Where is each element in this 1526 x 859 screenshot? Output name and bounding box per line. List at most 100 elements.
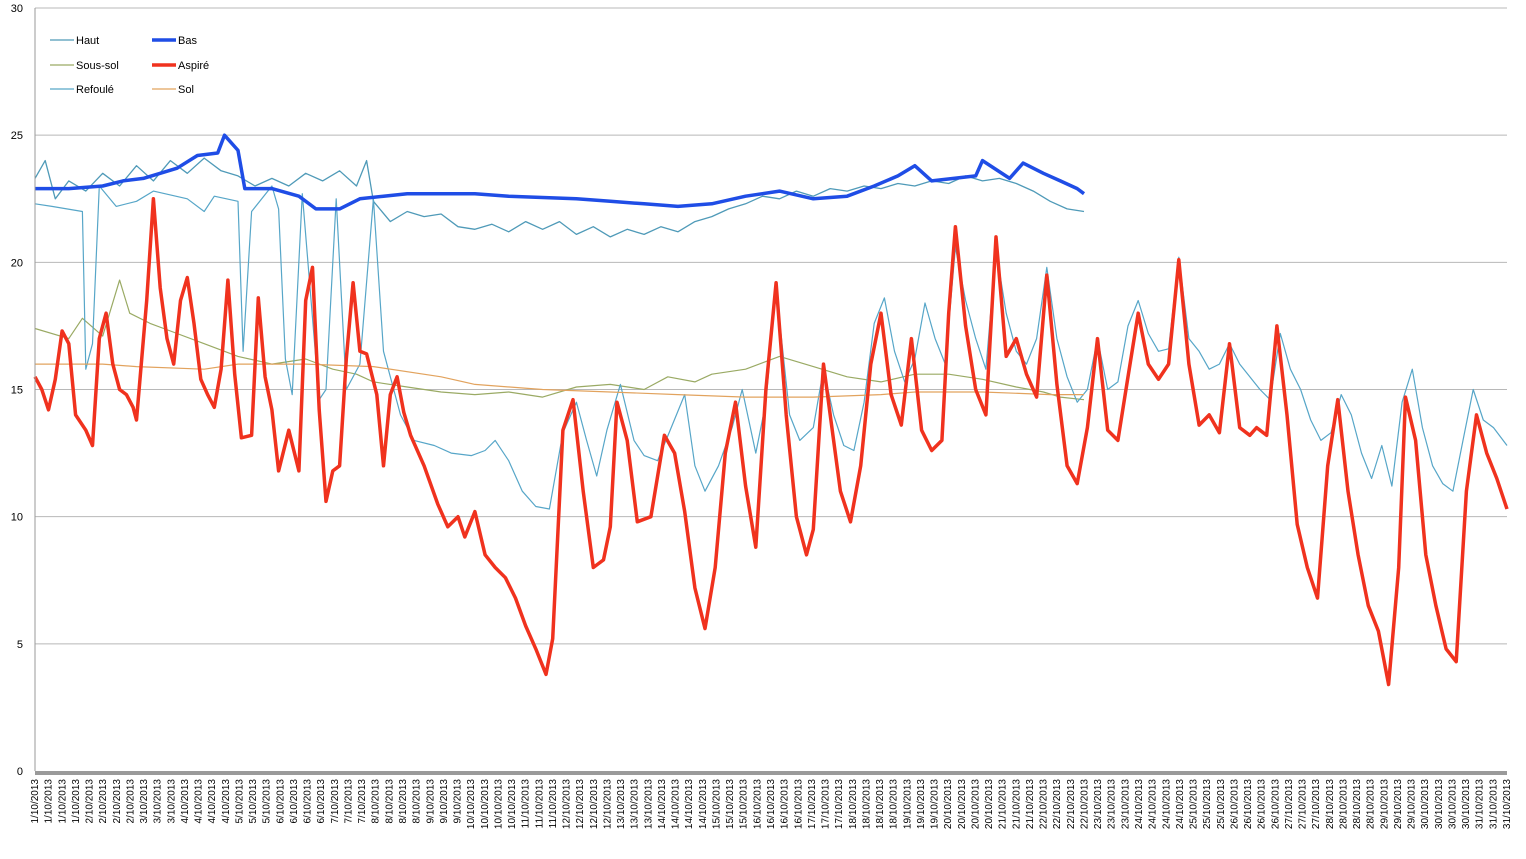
x-tick-label: 1/10/2013: [71, 779, 82, 824]
legend-label: Refoulé: [76, 84, 114, 96]
x-tick-label: 18/10/2013: [848, 779, 859, 829]
series-line-refoul-: [34, 185, 1508, 510]
x-tick-label: 6/10/2013: [303, 779, 314, 824]
x-tick-label: 28/10/2013: [1352, 779, 1363, 829]
x-tick-label: 6/10/2013: [316, 779, 327, 824]
x-tick-label: 9/10/2013: [453, 779, 464, 824]
x-tick-label: 20/10/2013: [957, 779, 968, 829]
x-tick-label: 17/10/2013: [834, 779, 845, 829]
x-tick-label: 11/10/2013: [548, 779, 559, 829]
legend-label: Aspiré: [178, 60, 209, 72]
x-tick-label: 5/10/2013: [248, 779, 259, 824]
x-tick-label: 19/10/2013: [930, 779, 941, 829]
x-tick-label: 5/10/2013: [262, 779, 273, 824]
x-tick-label: 31/10/2013: [1488, 779, 1499, 829]
y-tick-label: 25: [11, 130, 23, 142]
x-tick-label: 2/10/2013: [112, 779, 123, 824]
x-tick-label: 8/10/2013: [384, 779, 395, 824]
y-tick-label: 0: [17, 766, 23, 778]
x-tick-label: 29/10/2013: [1407, 779, 1418, 829]
x-tick-label: 4/10/2013: [180, 779, 191, 824]
x-tick-label: 8/10/2013: [398, 779, 409, 824]
legend-item: Haut: [50, 35, 99, 47]
y-tick-label: 10: [11, 512, 23, 524]
x-tick-label: 11/10/2013: [534, 779, 545, 829]
x-tick-label: 23/10/2013: [1120, 779, 1131, 829]
legend-label: Bas: [178, 35, 197, 47]
x-tick-label: 29/10/2013: [1379, 779, 1390, 829]
x-tick-label: 4/10/2013: [207, 779, 218, 824]
x-tick-label: 10/10/2013: [507, 779, 518, 829]
x-tick-label: 30/10/2013: [1434, 779, 1445, 829]
x-tick-label: 31/10/2013: [1502, 779, 1513, 829]
y-tick-label: 30: [11, 3, 23, 15]
x-tick-label: 25/10/2013: [1202, 779, 1213, 829]
x-tick-label: 7/10/2013: [343, 779, 354, 824]
x-tick-label: 9/10/2013: [425, 779, 436, 824]
x-tick-label: 11/10/2013: [521, 779, 532, 829]
x-tick-label: 12/10/2013: [602, 779, 613, 829]
x-tick-label: 21/10/2013: [1025, 779, 1036, 829]
x-tick-label: 29/10/2013: [1393, 779, 1404, 829]
legend-item: Bas: [152, 35, 197, 47]
x-tick-label: 22/10/2013: [1066, 779, 1077, 829]
y-tick-label: 15: [11, 385, 23, 397]
x-tick-label: 1/10/2013: [57, 779, 68, 824]
x-axis-line: [35, 771, 1507, 775]
x-tick-label: 13/10/2013: [616, 779, 627, 829]
x-tick-label: 25/10/2013: [1189, 779, 1200, 829]
x-tick-label: 26/10/2013: [1229, 779, 1240, 829]
x-tick-label: 15/10/2013: [739, 779, 750, 829]
x-tick-label: 7/10/2013: [330, 779, 341, 824]
series-lines: [33, 133, 1509, 687]
x-tick-label: 6/10/2013: [289, 779, 300, 824]
x-tick-label: 4/10/2013: [194, 779, 205, 824]
x-tick-label: 26/10/2013: [1270, 779, 1281, 829]
x-tick-label: 3/10/2013: [153, 779, 164, 824]
x-tick-label: 27/10/2013: [1284, 779, 1295, 829]
x-tick-label: 10/10/2013: [493, 779, 504, 829]
x-tick-label: 22/10/2013: [1079, 779, 1090, 829]
x-tick-label: 28/10/2013: [1325, 779, 1336, 829]
x-tick-label: 20/10/2013: [984, 779, 995, 829]
x-tick-label: 19/10/2013: [916, 779, 927, 829]
x-tick-label: 8/10/2013: [371, 779, 382, 824]
x-tick-label: 2/10/2013: [125, 779, 136, 824]
x-tick-label: 28/10/2013: [1366, 779, 1377, 829]
x-tick-label: 23/10/2013: [1093, 779, 1104, 829]
x-tick-label: 16/10/2013: [752, 779, 763, 829]
x-tick-label: 26/10/2013: [1257, 779, 1268, 829]
grid-lines: [35, 7, 1507, 645]
x-tick-label: 16/10/2013: [766, 779, 777, 829]
legend-label: Sol: [178, 84, 194, 96]
x-tick-label: 9/10/2013: [439, 779, 450, 824]
x-tick-label: 26/10/2013: [1243, 779, 1254, 829]
series-line-sol: [35, 363, 1084, 398]
legend-item: Aspiré: [152, 60, 209, 72]
x-tick-label: 10/10/2013: [480, 779, 491, 829]
x-tick-label: 21/10/2013: [1011, 779, 1022, 829]
legend-label: Sous-sol: [76, 60, 119, 72]
y-tick-label: 20: [11, 257, 23, 269]
x-tick-label: 22/10/2013: [1039, 779, 1050, 829]
x-tick-label: 10/10/2013: [466, 779, 477, 829]
legend-item: Sous-sol: [50, 60, 119, 72]
x-tick-label: 30/10/2013: [1461, 779, 1472, 829]
series-line-haut: [34, 157, 1085, 238]
x-tick-label: 27/10/2013: [1311, 779, 1322, 829]
x-tick-label: 23/10/2013: [1107, 779, 1118, 829]
x-tick-label: 8/10/2013: [412, 779, 423, 824]
x-tick-label: 22/10/2013: [1052, 779, 1063, 829]
legend: Haut Bas Sous-sol Aspiré Refoulé Sol: [50, 35, 209, 96]
x-tick-label: 3/10/2013: [139, 779, 150, 824]
x-tick-label: 25/10/2013: [1216, 779, 1227, 829]
x-tick-label: 15/10/2013: [725, 779, 736, 829]
x-tick-label: 18/10/2013: [875, 779, 886, 829]
legend-item: Refoulé: [50, 84, 114, 96]
x-tick-label: 2/10/2013: [98, 779, 109, 824]
x-tick-label: 1/10/2013: [44, 779, 55, 824]
legend-label: Haut: [76, 35, 99, 47]
x-tick-label: 16/10/2013: [793, 779, 804, 829]
x-tick-label: 15/10/2013: [711, 779, 722, 829]
